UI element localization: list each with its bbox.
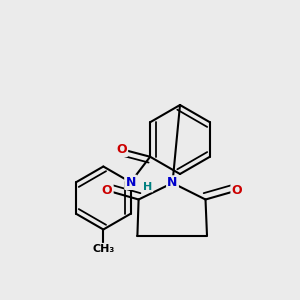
Text: O: O: [116, 143, 127, 156]
Text: H: H: [143, 182, 153, 192]
Text: CH₃: CH₃: [92, 244, 115, 254]
Text: O: O: [102, 184, 112, 197]
Text: O: O: [232, 184, 242, 197]
Text: N: N: [167, 176, 178, 190]
Text: N: N: [125, 176, 136, 189]
